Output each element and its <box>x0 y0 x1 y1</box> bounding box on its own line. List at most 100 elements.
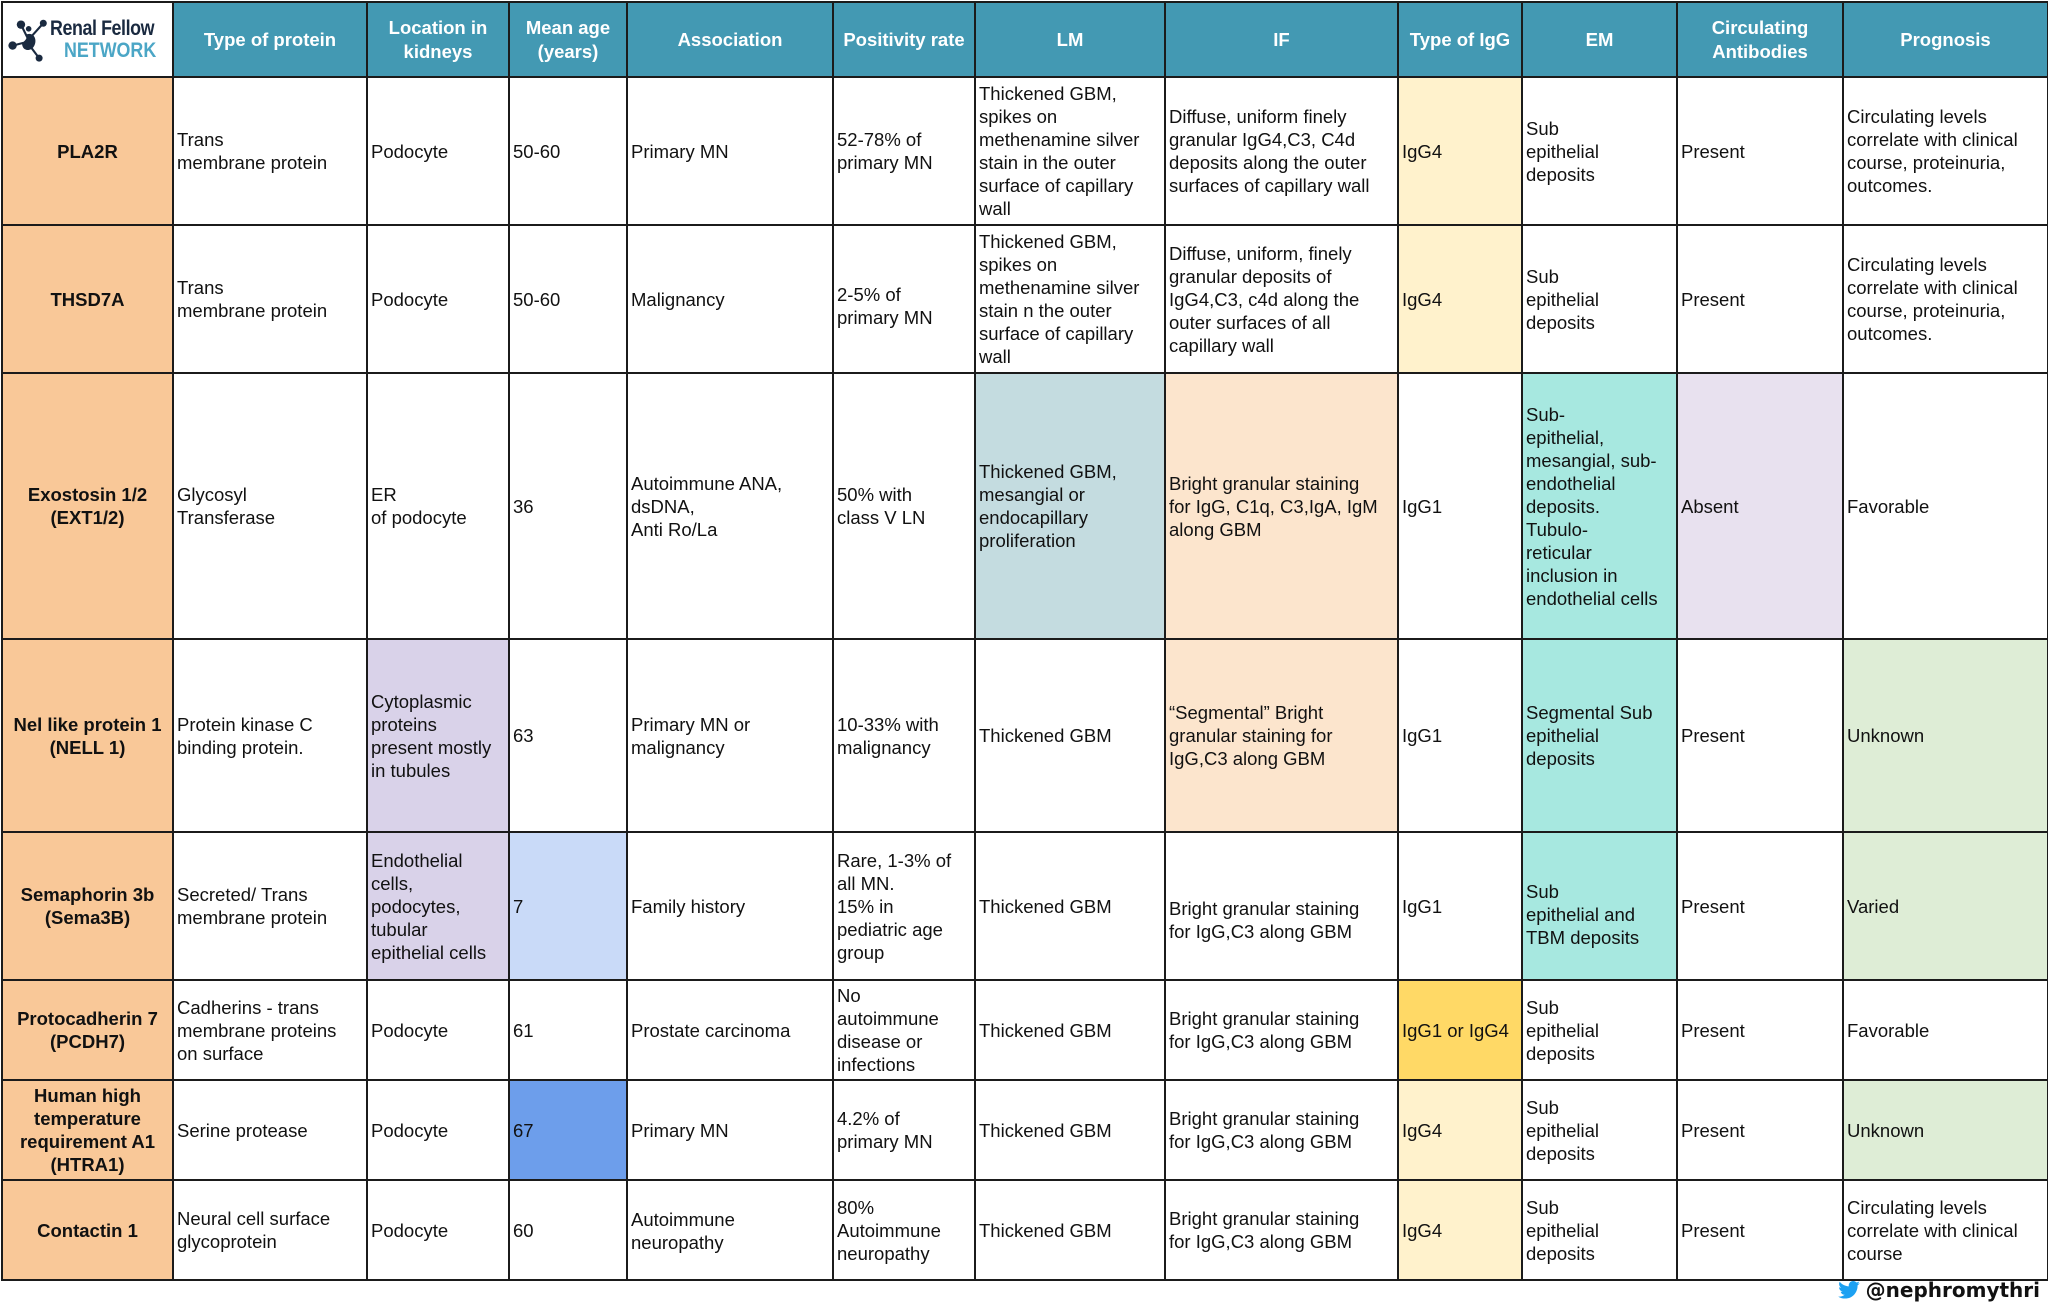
cell-em: Segmental Sub epithelial deposits <box>1521 638 1678 833</box>
cell-prognosis: Unknown <box>1842 1079 2048 1181</box>
cell-lm: Thickened GBM <box>974 831 1166 981</box>
cell-circulating: Present <box>1676 979 1844 1081</box>
protein-name: Human high temperature requirement A1 (H… <box>1 1079 174 1181</box>
col-header-association: Association <box>626 1 834 78</box>
cell-location: ER of podocyte <box>366 372 510 640</box>
cell-em: Sub epithelial deposits <box>1521 76 1678 226</box>
cell-circulating: Present <box>1676 224 1844 374</box>
col-header-igg: Type of IgG <box>1397 1 1523 78</box>
col-header-circulating: Circulating Antibodies <box>1676 1 1844 78</box>
table-row: Protocadherin 7 (PCDH7) Cadherins - tran… <box>1 979 2048 1081</box>
cell-lm: Thickened GBM, spikes on methenamine sil… <box>974 224 1166 374</box>
logo-cell: Renal Fellow NETWORK <box>1 1 174 78</box>
cell-type: Neural cell surface glycoprotein <box>172 1179 368 1281</box>
cell-em: Sub epithelial deposits <box>1521 1179 1678 1281</box>
cell-type: Cadherins - trans membrane proteins on s… <box>172 979 368 1081</box>
cell-type: Serine protease <box>172 1079 368 1181</box>
cell-age: 7 <box>508 831 628 981</box>
cell-age: 61 <box>508 979 628 1081</box>
cell-location: Cytoplasmic proteins present mostly in t… <box>366 638 510 833</box>
cell-location: Podocyte <box>366 1079 510 1181</box>
cell-association: Autoimmune ANA, dsDNA, Anti Ro/La <box>626 372 834 640</box>
col-header-prognosis: Prognosis <box>1842 1 2048 78</box>
cell-igg: IgG1 <box>1397 638 1523 833</box>
cell-lm: Thickened GBM <box>974 979 1166 1081</box>
cell-em: Sub epithelial deposits <box>1521 224 1678 374</box>
col-header-lm: LM <box>974 1 1166 78</box>
cell-positivity: 10-33% with malignancy <box>832 638 976 833</box>
cell-igg: IgG4 <box>1397 76 1523 226</box>
cell-lm: Thickened GBM <box>974 638 1166 833</box>
cell-type: Glycosyl Transferase <box>172 372 368 640</box>
cell-circulating: Absent <box>1676 372 1844 640</box>
cell-if: Bright granular staining for IgG,C3 alon… <box>1164 979 1399 1081</box>
cell-type: Secreted/ Trans membrane protein <box>172 831 368 981</box>
cell-age: 50-60 <box>508 76 628 226</box>
logo-line1: Renal Fellow <box>49 16 154 40</box>
cell-igg: IgG4 <box>1397 1079 1523 1181</box>
header-row: Renal Fellow NETWORK Type of protein Loc… <box>1 1 2048 78</box>
cell-prognosis: Favorable <box>1842 979 2048 1081</box>
cell-prognosis: Circulating levels correlate with clinic… <box>1842 1179 2048 1281</box>
cell-association: Family history <box>626 831 834 981</box>
cell-location: Podocyte <box>366 1179 510 1281</box>
cell-igg: IgG1 or IgG4 <box>1397 979 1523 1081</box>
col-header-type: Type of protein <box>172 1 368 78</box>
col-header-em: EM <box>1521 1 1678 78</box>
cell-circulating: Present <box>1676 1079 1844 1181</box>
cell-if: “Segmental” Bright granular staining for… <box>1164 638 1399 833</box>
protein-name: Protocadherin 7 (PCDH7) <box>1 979 174 1081</box>
cell-age: 50-60 <box>508 224 628 374</box>
cell-em: Sub epithelial deposits <box>1521 1079 1678 1181</box>
cell-em: Sub epithelial and TBM deposits <box>1521 831 1678 981</box>
cell-if: Diffuse, uniform finely granular IgG4,C3… <box>1164 76 1399 226</box>
col-header-positivity: Positivity rate <box>832 1 976 78</box>
cell-age: 67 <box>508 1079 628 1181</box>
cell-association: Prostate carcinoma <box>626 979 834 1081</box>
cell-em: Sub epithelial deposits <box>1521 979 1678 1081</box>
table-row: Semaphorin 3b (Sema3B) Secreted/ Trans m… <box>1 831 2048 981</box>
cell-association: Autoimmune neuropathy <box>626 1179 834 1281</box>
cell-type: Trans membrane protein <box>172 224 368 374</box>
antigen-comparison-table: Renal Fellow NETWORK Type of protein Loc… <box>1 1 2048 1281</box>
table-row: Contactin 1 Neural cell surface glycopro… <box>1 1179 2048 1281</box>
col-header-if: IF <box>1164 1 1399 78</box>
protein-name: Exostosin 1/2 (EXT1/2) <box>1 372 174 640</box>
cell-positivity: No autoimmune disease or infections <box>832 979 976 1081</box>
twitter-credit[interactable]: @nephromythri <box>1837 1278 2040 1302</box>
cell-positivity: 80% Autoimmune neuropathy <box>832 1179 976 1281</box>
cell-circulating: Present <box>1676 638 1844 833</box>
cell-type: Trans membrane protein <box>172 76 368 226</box>
cell-if: Bright granular staining for IgG,C3 alon… <box>1164 831 1399 981</box>
cell-if: Bright granular staining for IgG,C3 alon… <box>1164 1079 1399 1181</box>
col-header-location: Location in kidneys <box>366 1 510 78</box>
cell-association: Primary MN or malignancy <box>626 638 834 833</box>
cell-em: Sub- epithelial, mesangial, sub- endothe… <box>1521 372 1678 640</box>
table-row: THSD7A Trans membrane protein Podocyte 5… <box>1 224 2048 374</box>
cell-if: Bright granular staining for IgG,C3 alon… <box>1164 1179 1399 1281</box>
cell-circulating: Present <box>1676 76 1844 226</box>
cell-association: Primary MN <box>626 76 834 226</box>
cell-prognosis: Unknown <box>1842 638 2048 833</box>
cell-age: 36 <box>508 372 628 640</box>
table-row: Exostosin 1/2 (EXT1/2) Glycosyl Transfer… <box>1 372 2048 640</box>
cell-association: Malignancy <box>626 224 834 374</box>
cell-positivity: 4.2% of primary MN <box>832 1079 976 1181</box>
cell-if: Bright granular staining for IgG, C1q, C… <box>1164 372 1399 640</box>
cell-lm: Thickened GBM, spikes on methenamine sil… <box>974 76 1166 226</box>
cell-prognosis: Circulating levels correlate with clinic… <box>1842 76 2048 226</box>
cell-lm: Thickened GBM, mesangial or endocapillar… <box>974 372 1166 640</box>
protein-name: THSD7A <box>1 224 174 374</box>
cell-prognosis: Circulating levels correlate with clinic… <box>1842 224 2048 374</box>
cell-prognosis: Varied <box>1842 831 2048 981</box>
cell-age: 63 <box>508 638 628 833</box>
kidney-network-icon <box>8 19 47 62</box>
cell-igg: IgG1 <box>1397 831 1523 981</box>
cell-igg: IgG4 <box>1397 1179 1523 1281</box>
cell-type: Protein kinase C binding protein. <box>172 638 368 833</box>
twitter-handle: @nephromythri <box>1865 1278 2040 1302</box>
cell-circulating: Present <box>1676 831 1844 981</box>
logo: Renal Fellow NETWORK <box>3 3 172 76</box>
protein-name: PLA2R <box>1 76 174 226</box>
cell-positivity: 2-5% of primary MN <box>832 224 976 374</box>
